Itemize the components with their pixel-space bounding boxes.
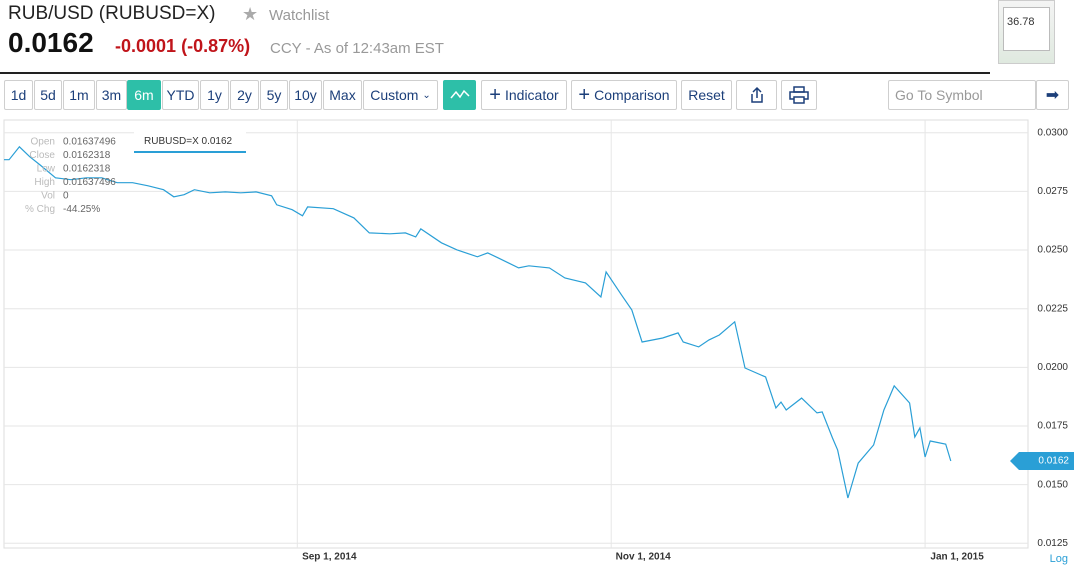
info-value: 0.0162318 — [63, 150, 111, 161]
series-legend: RUBUSD=X 0.0162 — [144, 136, 233, 147]
y-tick-label: 0.0150 — [1037, 479, 1068, 490]
info-value: 0.01637496 — [63, 137, 116, 148]
share-icon — [750, 86, 763, 103]
print-icon — [789, 86, 809, 104]
info-value: -44.25% — [63, 204, 100, 215]
range-button[interactable]: YTD — [162, 80, 199, 110]
series-last: 0.0162 — [202, 136, 233, 147]
range-button[interactable]: 1y — [200, 80, 229, 110]
thumbnail[interactable]: 36.78 — [998, 0, 1055, 64]
info-value: 0.01637496 — [63, 177, 116, 188]
last-price-label: 0.0162 — [1038, 456, 1069, 467]
y-tick-label: 0.0275 — [1037, 186, 1068, 197]
y-tick-label: 0.0125 — [1037, 538, 1068, 549]
thumbnail-value: 36.78 — [1003, 7, 1050, 51]
y-tick-label: 0.0225 — [1037, 303, 1068, 314]
last-price: 0.0162 — [8, 27, 94, 58]
price-line — [4, 145, 952, 499]
range-button[interactable]: 5y — [260, 80, 288, 110]
comparison-label: Comparison — [594, 87, 670, 103]
chart-style-button[interactable] — [443, 80, 476, 110]
info-value: 0.0162318 — [63, 164, 111, 175]
info-label: Close — [29, 150, 55, 161]
comparison-button[interactable]: + Comparison — [571, 80, 677, 110]
watchlist-link[interactable]: Watchlist — [269, 7, 330, 24]
line-icon — [449, 89, 470, 99]
range-button[interactable]: 1m — [63, 80, 95, 110]
last-price-tag — [1010, 451, 1074, 470]
range-button[interactable]: Max — [323, 80, 362, 110]
range-button[interactable]: 3m — [96, 80, 127, 110]
go-button[interactable]: ➡ — [1036, 80, 1069, 110]
x-tick-label: Nov 1, 2014 — [616, 552, 671, 563]
custom-label: Custom — [370, 87, 419, 103]
scale-toggle[interactable]: Log — [1050, 553, 1068, 565]
plot-frame — [3, 119, 1029, 549]
share-button[interactable] — [736, 80, 777, 110]
y-tick-label: 0.0300 — [1037, 127, 1068, 138]
star-icon[interactable]: ★ — [242, 4, 259, 24]
range-button[interactable]: 10y — [289, 80, 322, 110]
range-button[interactable]: 2y — [230, 80, 259, 110]
indicator-label: Indicator — [504, 87, 559, 103]
info-panel: Open 0.01637496 Close 0.0162318 Low 0.0162318… — [25, 137, 116, 216]
price-change: -0.0001 (-0.87%) — [115, 36, 250, 57]
info-label: % Chg — [25, 204, 55, 215]
range-button[interactable]: 5d — [34, 80, 62, 110]
y-tick-label: 0.0175 — [1037, 421, 1068, 432]
change-pct: (-0.87%) — [181, 36, 251, 56]
y-tick-label: 0.0250 — [1037, 245, 1068, 256]
header-rule — [0, 72, 990, 74]
series-legend-box — [134, 131, 246, 151]
info-label: High — [34, 177, 55, 188]
custom-range[interactable]: Custom ⌄ — [363, 80, 438, 110]
series-name: RUBUSD=X — [144, 136, 199, 147]
info-value: 0 — [63, 191, 69, 202]
quote-meta: CCY - As of 12:43am EST — [270, 40, 444, 57]
range-button[interactable]: 1d — [4, 80, 33, 110]
range-button[interactable]: 6m — [127, 80, 161, 110]
symbol-input[interactable]: Go To Symbol — [888, 80, 1036, 110]
symbol-title: RUB/USD (RUBUSD=X) — [8, 3, 216, 24]
info-label: Open — [31, 137, 55, 148]
print-button[interactable] — [781, 80, 817, 110]
y-tick-label: 0.0200 — [1037, 362, 1068, 373]
indicator-button[interactable]: + Indicator — [481, 80, 567, 110]
change: -0.0001 — [115, 36, 177, 56]
info-label: Low — [37, 164, 56, 175]
info-label: Vol — [41, 191, 55, 202]
x-tick-label: Jan 1, 2015 — [930, 552, 984, 563]
x-tick-label: Sep 1, 2014 — [302, 552, 357, 563]
reset-button[interactable]: Reset — [681, 80, 732, 110]
